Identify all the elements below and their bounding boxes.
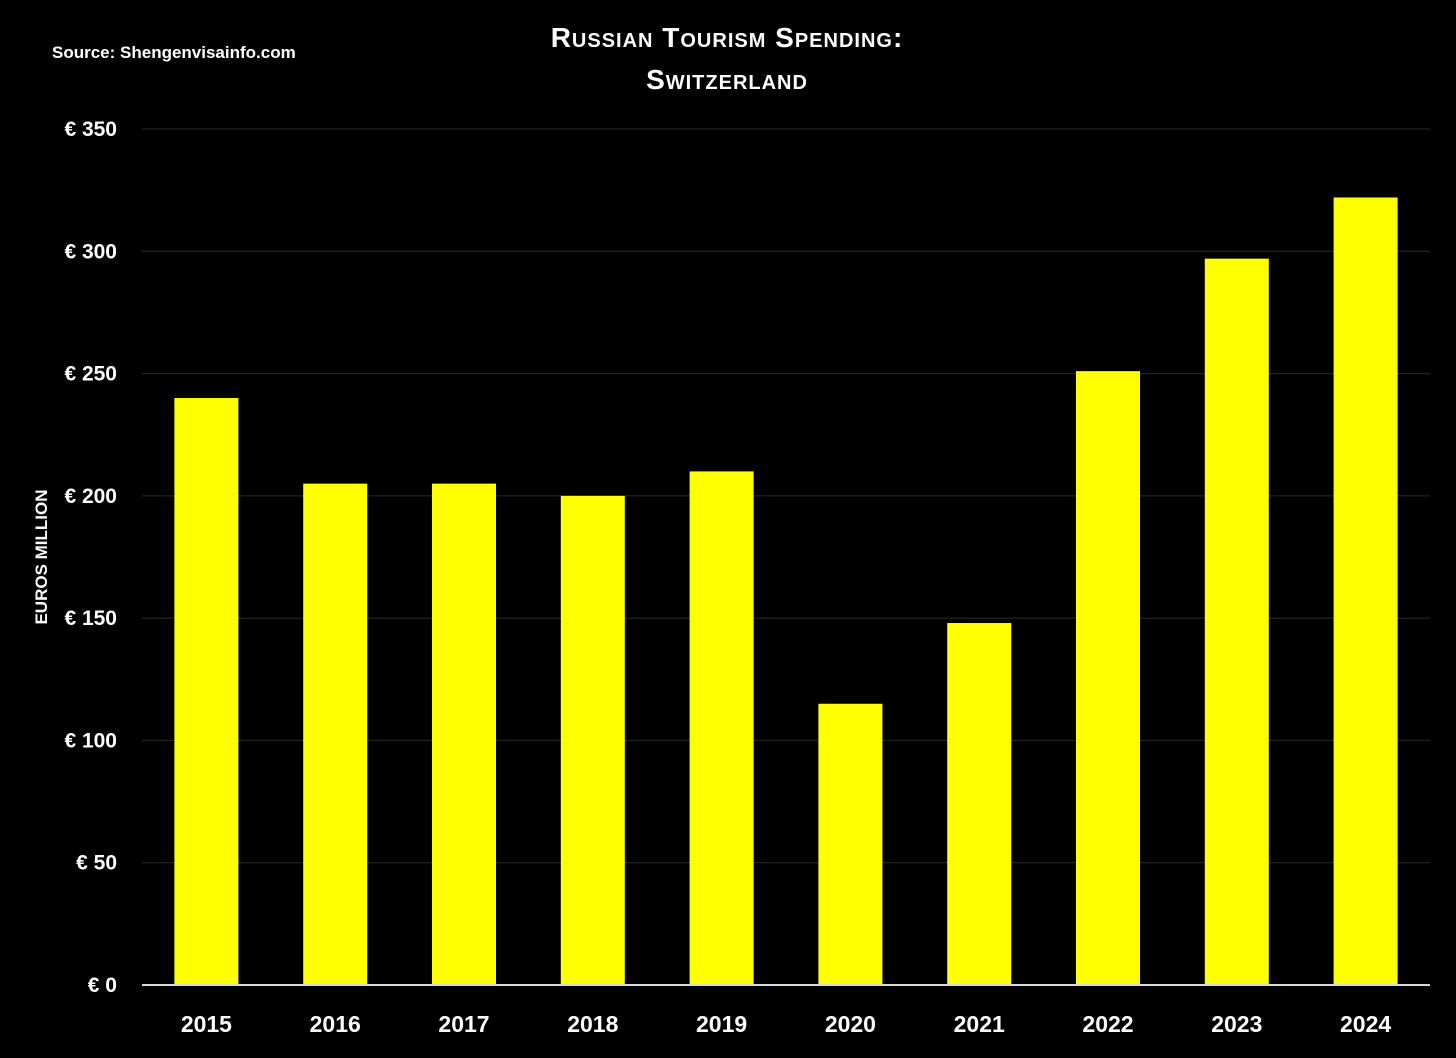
bar-2017: [432, 483, 496, 985]
source-label: Source: Shengenvisainfo.com: [52, 43, 296, 62]
bar-2016: [303, 483, 368, 985]
y-tick-label: € 300: [64, 240, 117, 263]
x-tick-label: 2019: [696, 1011, 747, 1037]
y-tick-label: € 0: [88, 974, 117, 997]
y-tick-label: € 150: [64, 607, 117, 630]
bars: [174, 197, 1398, 986]
x-tick-label: 2022: [1082, 1011, 1133, 1037]
bar-2018: [560, 495, 625, 985]
x-tick-label: 2020: [825, 1011, 876, 1037]
bar-2015: [174, 398, 239, 985]
chart-title-line-1: Russian Tourism Spending:: [551, 22, 904, 53]
x-tick-label: 2021: [954, 1011, 1005, 1037]
y-tick-label: € 200: [64, 485, 117, 508]
x-tick-label: 2024: [1340, 1011, 1391, 1037]
x-tick-label: 2015: [181, 1011, 232, 1037]
bar-2023: [1204, 258, 1269, 985]
x-tick-label: 2016: [310, 1011, 361, 1037]
bar-2022: [1076, 371, 1140, 985]
x-tick-label: 2018: [567, 1011, 618, 1037]
bar-2024: [1333, 197, 1398, 986]
x-tick-labels: 2015 2016 2017 2018 2019 2020 2021 2022 2023 2024: [181, 1011, 1392, 1037]
bar-2019: [689, 471, 754, 985]
bar-2021: [947, 623, 1012, 985]
chart-title-line-2: Switzerland: [646, 64, 808, 95]
y-tick-label: € 50: [76, 852, 117, 875]
y-tick-label: € 250: [64, 363, 117, 386]
y-tick-label: € 100: [64, 729, 117, 752]
x-tick-label: 2017: [438, 1011, 489, 1037]
y-tick-labels: € 0 € 50 € 100 € 150 € 200 € 250 € 300 € 350: [64, 118, 117, 997]
bar-2020: [818, 703, 883, 985]
y-tick-label: € 350: [64, 118, 117, 141]
y-axis-label: EUROS MILLION: [32, 489, 51, 624]
x-tick-label: 2023: [1211, 1011, 1262, 1037]
